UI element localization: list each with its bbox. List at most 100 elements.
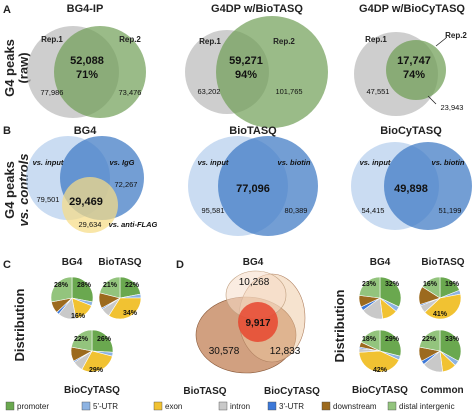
pie-slice-distal-intergenic <box>99 276 121 299</box>
venn-overlap-count: 59,271 <box>229 55 263 67</box>
panel-d: D BG4 10,268 9,917 30,578 12,833 BioTASQ… <box>176 257 465 397</box>
pie-d-common: 22% 33% Common <box>418 329 464 396</box>
pie-slice-distal-intergenic <box>419 329 441 352</box>
venn-right-only: 23,943 <box>441 103 464 112</box>
pie-label: 22% <box>74 336 89 343</box>
pie-d-biotasq: BioTASQ 16% 19% 41% <box>418 257 465 320</box>
venn-left-only: 77,986 <box>41 88 64 97</box>
panel-d-row-label: Distribution <box>332 289 347 362</box>
venn-left-only: 47,551 <box>367 87 390 96</box>
venn-label-rep2: Rep.2 <box>119 35 141 44</box>
pie-label: 32% <box>385 281 400 288</box>
venn-label-anti-flag: vs. anti-FLAG <box>109 220 158 229</box>
panel-b-row-label: G4 peaks <box>2 161 17 219</box>
venn-circle-rep2 <box>54 26 146 118</box>
pie-label: 16% <box>423 281 438 288</box>
venn-overlap-count: 52,088 <box>70 55 104 67</box>
pie-slices <box>358 329 402 373</box>
panel-c-letter: C <box>3 259 11 271</box>
venn-left-only: 30,578 <box>209 346 240 357</box>
venn-title: BioCyTASQ <box>380 125 442 137</box>
pie-slice-exon <box>81 350 113 373</box>
panel-a-row-label-group: G4 peaks (raw) <box>2 39 31 97</box>
venn-left-only: 95,581 <box>202 206 225 215</box>
legend-label: exon <box>165 402 182 411</box>
legend-item-exon: exon <box>153 401 182 411</box>
venn-pointer-rep2 <box>435 37 447 47</box>
pie-title: Common <box>420 385 463 396</box>
pie-slice-distal-intergenic <box>421 276 441 299</box>
venn-title: BG4 <box>74 125 98 137</box>
venn-right-only: 73,476 <box>119 88 142 97</box>
pie-c-biotasq: BioTASQ 21% 22% 34% <box>98 257 142 320</box>
legend-label: 5'-UTR <box>93 402 118 411</box>
legend-swatch <box>218 401 228 411</box>
pie-label: 29% <box>89 367 104 374</box>
legend-label: 3'-UTR <box>279 402 304 411</box>
venn-right-only: 80,389 <box>285 206 308 215</box>
pie-slice-distal-intergenic <box>358 276 381 299</box>
pie-label: 23% <box>362 281 377 288</box>
venn-title: BG4-IP <box>67 3 104 15</box>
venn-bg4-ip: BG4-IP Rep.1 Rep.2 52,088 71% 77,986 73,… <box>27 3 146 118</box>
pie-slice-distal-intergenic <box>360 329 381 352</box>
venn-right-only: 12,833 <box>270 346 301 357</box>
legend: promoter 5'-UTR exon intron 3'-UTR downs… <box>5 401 455 411</box>
pie-c-biocytasq: 22% 26% 29% BioCyTASQ <box>64 329 120 396</box>
pie-label: 41% <box>433 311 448 318</box>
venn-bottom-only: 29,634 <box>79 220 102 229</box>
venn-title: G4DP w/BioTASQ <box>211 3 303 15</box>
pie-slice-promoter <box>71 276 94 303</box>
panel-c-row-label: Distribution <box>12 288 27 361</box>
panel-a-row-label: G4 peaks <box>2 39 17 97</box>
venn-bg4-controls: BG4 vs. input vs. IgG vs. anti-FLAG 29,4… <box>26 125 158 233</box>
pie-label: 28% <box>77 282 92 289</box>
venn-overlap-count: 29,469 <box>69 196 103 208</box>
venn-overlap-count: 77,096 <box>236 183 270 195</box>
venn-label-biotasq: BioTASQ <box>183 386 226 397</box>
venn-label-rep2: Rep.2 <box>445 31 467 40</box>
pie-label: 19% <box>445 281 460 288</box>
pie-c-bg4: BG4 28% 28% 16% <box>50 257 94 320</box>
venn-overlap-percent: 74% <box>403 69 425 81</box>
pie-title: BioCyTASQ <box>64 385 120 396</box>
venn-left-only: 54,415 <box>362 206 385 215</box>
pie-slices <box>70 329 114 373</box>
legend-item-intron: intron <box>218 401 250 411</box>
legend-swatch <box>321 401 331 411</box>
panel-b-letter: B <box>3 125 11 137</box>
pie-label: 34% <box>123 310 138 317</box>
legend-swatch <box>267 401 277 411</box>
pie-slices <box>50 276 94 320</box>
venn-circle-anti-flag <box>62 177 118 233</box>
venn-circle-rep2 <box>386 40 446 100</box>
pie-slice-exon <box>424 293 462 320</box>
pie-slices <box>418 329 462 373</box>
venn-label-rep2: Rep.2 <box>273 37 295 46</box>
pie-title: BioTASQ <box>98 257 141 268</box>
pie-title: BG4 <box>62 257 83 268</box>
pie-slices <box>98 276 142 320</box>
venn-label-input: vs. input <box>360 158 391 167</box>
pie-slices <box>418 276 462 320</box>
pie-slice-distal-intergenic <box>50 276 73 303</box>
panel-d-letter: D <box>176 259 184 271</box>
venn-label-rep1: Rep.1 <box>365 35 387 44</box>
pie-label: 33% <box>445 336 460 343</box>
panel-b: B G4 peaks vs. controls BG4 vs. input vs… <box>2 125 472 236</box>
pie-slice-distal-intergenic <box>71 329 93 352</box>
panel-a: A G4 peaks (raw) BG4-IP Rep.1 Rep.2 52,0… <box>2 3 467 128</box>
pie-slice-promoter <box>91 329 114 353</box>
pie-slices <box>358 276 402 320</box>
legend-item-promoter: promoter <box>5 401 49 411</box>
pie-title: BioCyTASQ <box>352 385 408 396</box>
pie-slice-promoter <box>439 329 462 362</box>
legend-item-5utr: 5'-UTR <box>81 401 118 411</box>
venn-label-biotin: vs. biotin <box>432 158 465 167</box>
legend-item-distal-intergenic: distal intergenic <box>387 401 455 411</box>
venn-title: G4DP w/BioCyTASQ <box>359 3 465 15</box>
venn-biocytasq-controls: BioCyTASQ vs. input vs. biotin 49,898 54… <box>351 125 472 230</box>
venn-label-rep1: Rep.1 <box>41 35 63 44</box>
legend-swatch <box>153 401 163 411</box>
pie-d-bg4: BG4 23% 32% <box>358 257 402 320</box>
